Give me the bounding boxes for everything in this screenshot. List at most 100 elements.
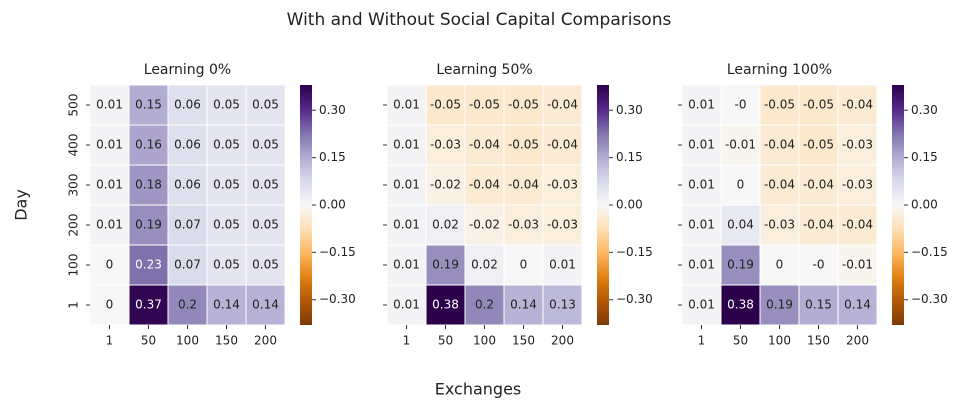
cell-label: 0.04 <box>727 218 754 232</box>
x-tick-label: 1 <box>106 334 114 348</box>
cell-label: -0.04 <box>469 178 500 192</box>
cell-label: 0.07 <box>174 258 201 272</box>
cell-label: 0.37 <box>135 298 162 312</box>
cell-label: -0.03 <box>764 218 795 232</box>
heatmap-cell <box>759 204 800 246</box>
colorbar-tick-label: 0.00 <box>616 198 643 212</box>
colorbar-tick-label: −0.15 <box>911 245 948 259</box>
heatmap-cell <box>245 124 286 166</box>
colorbar-tick-label: 0.15 <box>319 150 346 164</box>
cell-label: -0.05 <box>430 98 461 112</box>
cell-label: -0.03 <box>508 218 539 232</box>
figure-title: With and Without Social Capital Comparis… <box>287 10 672 30</box>
cell-label: 0.18 <box>135 178 162 192</box>
cell-label: -0.04 <box>547 138 578 152</box>
colorbar-tick-label: −0.30 <box>319 292 356 306</box>
cell-label: -0.05 <box>803 138 834 152</box>
colorbar-tick-label: −0.15 <box>319 245 356 259</box>
cell-label: 0.05 <box>252 138 279 152</box>
cell-label: 0.01 <box>688 258 715 272</box>
cell-label: 0.2 <box>475 298 494 312</box>
cell-label: 0.15 <box>135 98 162 112</box>
heatmap-cell <box>386 284 427 326</box>
cell-label: 0 <box>776 258 784 272</box>
cell-label: -0.03 <box>547 178 578 192</box>
x-tick-label: 150 <box>512 334 535 348</box>
heatmap-cell <box>503 164 544 206</box>
cell-label: 0.05 <box>252 98 279 112</box>
cell-label: -0.04 <box>803 218 834 232</box>
colorbar-tick-label: 0.00 <box>911 198 938 212</box>
chart-title: Learning 100% <box>727 62 832 78</box>
colorbar-tick-label: −0.30 <box>616 292 653 306</box>
chart-title: Learning 0% <box>144 62 231 78</box>
heatmap-cell <box>464 164 505 206</box>
heatmap-cell <box>128 284 169 326</box>
cell-label: 0.07 <box>174 218 201 232</box>
cell-label: -0.05 <box>803 98 834 112</box>
cell-label: -0.03 <box>842 138 873 152</box>
cell-label: 0.14 <box>844 298 871 312</box>
cell-label: -0.04 <box>842 218 873 232</box>
cell-label: 0.19 <box>766 298 793 312</box>
cell-label: -0.04 <box>764 138 795 152</box>
cell-label: 0.14 <box>510 298 537 312</box>
heatmap-cell <box>206 284 247 326</box>
colorbar-tick-label: 0.15 <box>616 150 643 164</box>
cell-label: 0.05 <box>213 178 240 192</box>
cell-label: 0.38 <box>432 298 459 312</box>
heatmap-cell <box>464 204 505 246</box>
cell-label: -0.04 <box>469 138 500 152</box>
y-tick-label: 300 <box>67 174 81 197</box>
heatmap-cell <box>167 124 208 166</box>
cell-label: 0.01 <box>393 218 420 232</box>
cell-label: 0.05 <box>213 258 240 272</box>
heatmap-cell <box>837 284 878 326</box>
colorbar-tick-label: 0.30 <box>616 103 643 117</box>
heatmap-cell <box>798 124 839 166</box>
heatmap-cell <box>206 164 247 206</box>
cell-label: 0.05 <box>213 218 240 232</box>
colorbar <box>300 85 312 325</box>
cell-label: 0.01 <box>688 298 715 312</box>
heatmap-cell <box>759 284 800 326</box>
cell-label: -0.04 <box>547 98 578 112</box>
heatmap-cell <box>837 84 878 126</box>
cell-label: 0.01 <box>393 298 420 312</box>
cell-label: 0.05 <box>252 258 279 272</box>
heatmap-cell <box>128 244 169 286</box>
x-tick-label: 1 <box>403 334 411 348</box>
cell-label: 0.02 <box>432 218 459 232</box>
cell-label: 0 <box>520 258 528 272</box>
cell-label: 0.05 <box>252 178 279 192</box>
cell-label: 0.19 <box>432 258 459 272</box>
heatmap-cell <box>837 204 878 246</box>
heatmap-cell <box>503 204 544 246</box>
colorbar-tick-label: 0.00 <box>319 198 346 212</box>
cell-label: 0.01 <box>688 218 715 232</box>
x-tick-label: 100 <box>176 334 199 348</box>
heatmap-cell <box>720 244 761 286</box>
cell-label: -0.01 <box>725 138 756 152</box>
cell-label: 0.02 <box>471 258 498 272</box>
chart-title: Learning 50% <box>436 62 532 78</box>
heatmap-cell <box>837 164 878 206</box>
colorbar-tick-label: 0.15 <box>911 150 938 164</box>
cell-label: -0.05 <box>469 98 500 112</box>
x-tick-label: 50 <box>438 334 453 348</box>
cell-label: 0.01 <box>96 178 123 192</box>
heatmap-cell <box>128 204 169 246</box>
heatmap-cell <box>167 204 208 246</box>
cell-label: -0.03 <box>547 218 578 232</box>
cell-label: -0.03 <box>842 178 873 192</box>
heatmap-cell <box>167 284 208 326</box>
cell-label: 0.01 <box>688 98 715 112</box>
cell-label: 0.06 <box>174 98 201 112</box>
cell-label: 0.23 <box>135 258 162 272</box>
heatmap-cell <box>720 84 761 126</box>
cell-label: 0.01 <box>688 138 715 152</box>
cell-label: 0.13 <box>549 298 576 312</box>
heatmap-cell <box>759 124 800 166</box>
cell-label: 0.01 <box>393 98 420 112</box>
x-tick-label: 150 <box>215 334 238 348</box>
